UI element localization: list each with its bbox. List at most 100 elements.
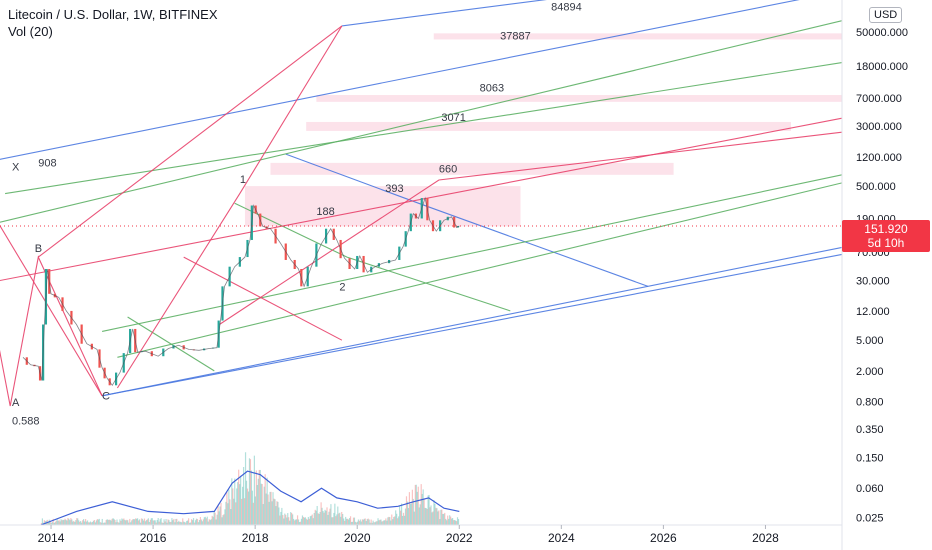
- volume-bar: [369, 522, 371, 525]
- volume-bar: [298, 522, 301, 525]
- y-tick-label[interactable]: 50000.000: [856, 27, 908, 39]
- annotation-line-blue[interactable]: [341, 0, 613, 27]
- volume-bar: [61, 520, 63, 525]
- y-tick-label[interactable]: 0.150: [856, 453, 884, 465]
- x-tick-label[interactable]: 2018: [242, 531, 269, 545]
- volume-bar: [109, 519, 111, 525]
- y-tick-label[interactable]: 1200.000: [856, 152, 902, 164]
- volume-bar: [407, 508, 410, 525]
- volume-bar: [398, 516, 400, 525]
- pivot-label: 2: [339, 282, 345, 294]
- annotation-line-blue[interactable]: [285, 153, 649, 287]
- volume-bar: [313, 512, 315, 525]
- volume-bar: [136, 518, 138, 525]
- volume-bar: [309, 516, 311, 525]
- volume-bar: [160, 518, 162, 525]
- annotation-line-green[interactable]: [5, 62, 843, 195]
- volume-bar: [380, 519, 382, 525]
- annotation-line-red[interactable]: [116, 25, 343, 389]
- volume-bar: [349, 516, 352, 525]
- annotation-line-red[interactable]: [37, 25, 343, 258]
- volume-bar: [220, 502, 222, 525]
- volume-bar: [394, 516, 396, 525]
- volume-bar: [302, 516, 305, 525]
- volume-bar: [92, 520, 95, 525]
- volume-bar: [66, 520, 68, 525]
- annotation-line-green[interactable]: [117, 182, 843, 358]
- volume-bar: [119, 519, 121, 525]
- annotation-line-green[interactable]: [234, 202, 511, 312]
- annotation-line-red[interactable]: [219, 131, 843, 325]
- y-tick-label[interactable]: 3000.000: [856, 121, 902, 133]
- volume-bar: [117, 522, 119, 525]
- symbol-title[interactable]: Litecoin / U.S. Dollar, 1W, BITFINEX: [8, 7, 218, 22]
- pivot-label: 1: [240, 174, 246, 186]
- volume-bar: [122, 519, 124, 525]
- currency-label[interactable]: USD: [869, 7, 903, 23]
- y-tick-label[interactable]: 5.000: [856, 335, 884, 347]
- volume-bar: [310, 515, 312, 525]
- volume-bar: [268, 501, 270, 525]
- volume-bar: [57, 520, 59, 525]
- y-tick-label[interactable]: 2.000: [856, 366, 884, 378]
- volume-bar: [75, 520, 77, 525]
- volume-bar: [362, 519, 364, 525]
- y-tick-label[interactable]: 30.000: [856, 275, 890, 287]
- volume-bar: [294, 520, 296, 525]
- x-tick-label[interactable]: 2024: [548, 531, 575, 545]
- volume-bar: [55, 520, 57, 525]
- x-tick-label[interactable]: 2028: [752, 531, 779, 545]
- x-tick-label[interactable]: 2022: [446, 531, 473, 545]
- volume-bar: [266, 477, 268, 525]
- y-tick-label[interactable]: 7000.000: [856, 93, 902, 105]
- volume-bar: [157, 518, 159, 525]
- annotation-line-green[interactable]: [127, 316, 215, 372]
- volume-bar: [131, 520, 133, 525]
- x-tick-label[interactable]: 2020: [344, 531, 371, 545]
- y-tick-label[interactable]: 18000.000: [856, 61, 908, 73]
- fib-zone: [316, 95, 842, 102]
- volume-bar: [224, 509, 226, 525]
- y-tick-label[interactable]: 500.000: [856, 181, 896, 193]
- x-tick-label[interactable]: 2026: [650, 531, 677, 545]
- annotation-line-green[interactable]: [101, 174, 843, 332]
- volume-bar: [390, 520, 392, 525]
- volume-bar: [193, 522, 196, 525]
- annotation-line-blue[interactable]: [101, 253, 843, 397]
- annotation-line-red[interactable]: [183, 256, 343, 341]
- volume-bar: [388, 516, 390, 525]
- annotation-line-blue[interactable]: [101, 246, 843, 397]
- volume-bar: [62, 519, 64, 525]
- annotation-line-green[interactable]: [0, 20, 843, 223]
- volume-bar: [148, 521, 150, 525]
- y-tick-label[interactable]: 0.800: [856, 397, 884, 409]
- volume-bar: [143, 518, 146, 525]
- volume-bar: [434, 503, 436, 525]
- annotation-line-blue[interactable]: [0, 0, 842, 166]
- volume-bar: [138, 519, 141, 525]
- volume-bar: [68, 518, 70, 525]
- y-tick-label[interactable]: 0.350: [856, 424, 884, 436]
- volume-bar: [286, 517, 288, 525]
- volume-bar: [421, 493, 423, 525]
- volume-bar: [367, 518, 369, 525]
- volume-indicator-label[interactable]: Vol (20): [8, 24, 53, 39]
- volume-bar: [285, 514, 287, 525]
- volume-bar: [192, 518, 195, 525]
- volume-bar: [365, 521, 367, 525]
- annotation-line-red[interactable]: [0, 166, 103, 407]
- y-tick-label[interactable]: 12.000: [856, 306, 890, 318]
- volume-bar: [251, 490, 254, 525]
- y-tick-label[interactable]: 0.025: [856, 513, 884, 525]
- y-tick-label[interactable]: 0.060: [856, 483, 884, 495]
- annotation-line-red[interactable]: [0, 166, 103, 397]
- volume-bar: [73, 520, 75, 525]
- volume-bar: [195, 518, 198, 525]
- volume-bar: [414, 484, 416, 525]
- volume-bar: [201, 521, 203, 525]
- volume-bar: [244, 452, 247, 525]
- x-tick-label[interactable]: 2016: [140, 531, 167, 545]
- x-tick-label[interactable]: 2014: [38, 531, 65, 545]
- volume-bar: [100, 522, 102, 525]
